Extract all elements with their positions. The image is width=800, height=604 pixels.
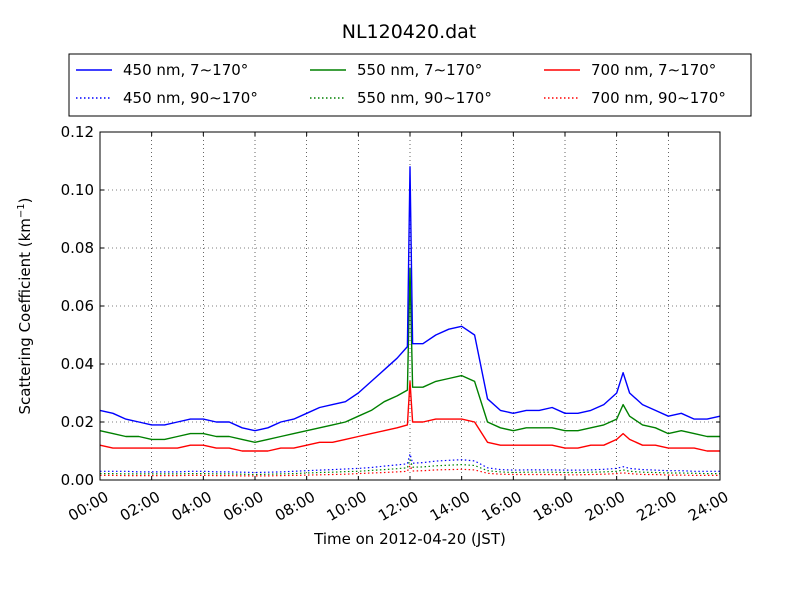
y-tick-label: 0.08 — [61, 239, 94, 257]
series-line-1 — [99, 267, 720, 443]
legend-label-1: 550 nm, 7∼170° — [357, 61, 482, 79]
y-axis-label-main: Scattering Coefficient (km — [16, 218, 34, 414]
y-tick-label: 0.00 — [61, 471, 94, 489]
grid-lines — [100, 132, 720, 480]
series-line-2 — [99, 380, 720, 452]
legend-entries: 450 nm, 7∼170° 550 nm, 7∼170° 700 nm, 7∼17… — [76, 61, 726, 107]
y-axis-label: Scattering Coefficient (km−1) — [16, 197, 34, 414]
chart-title: NL120420.dat — [342, 21, 477, 43]
legend-label-0: 450 nm, 7∼170° — [123, 61, 248, 79]
y-tick-label: 0.06 — [61, 297, 94, 315]
y-tick-label: 0.02 — [61, 413, 94, 431]
legend-label-3: 450 nm, 90∼170° — [123, 89, 258, 107]
legend-label-5: 700 nm, 90∼170° — [591, 89, 726, 107]
y-tick-labels: 0.00 0.02 0.04 0.06 0.08 0.10 0.12 — [61, 123, 94, 489]
y-axis-label-end: ) — [16, 197, 34, 203]
legend: 450 nm, 7∼170° 550 nm, 7∼170° 700 nm, 7∼17… — [68, 53, 752, 117]
axis-ticks — [99, 131, 721, 481]
series-line-5 — [100, 464, 720, 477]
series-line-4 — [100, 459, 720, 476]
legend-label-4: 550 nm, 90∼170° — [357, 89, 492, 107]
y-tick-label: 0.10 — [61, 181, 94, 199]
data-series — [99, 166, 721, 477]
series-line-0 — [99, 166, 721, 432]
y-tick-label: 0.04 — [61, 355, 94, 373]
legend-label-2: 700 nm, 7∼170° — [591, 61, 716, 79]
y-tick-label: 0.12 — [61, 123, 94, 141]
series-line-3 — [100, 453, 720, 474]
legend-box — [68, 53, 752, 117]
x-axis-label: Time on 2012-04-20 (JST) — [313, 530, 506, 548]
y-axis-label-superscript: −1 — [16, 203, 27, 218]
